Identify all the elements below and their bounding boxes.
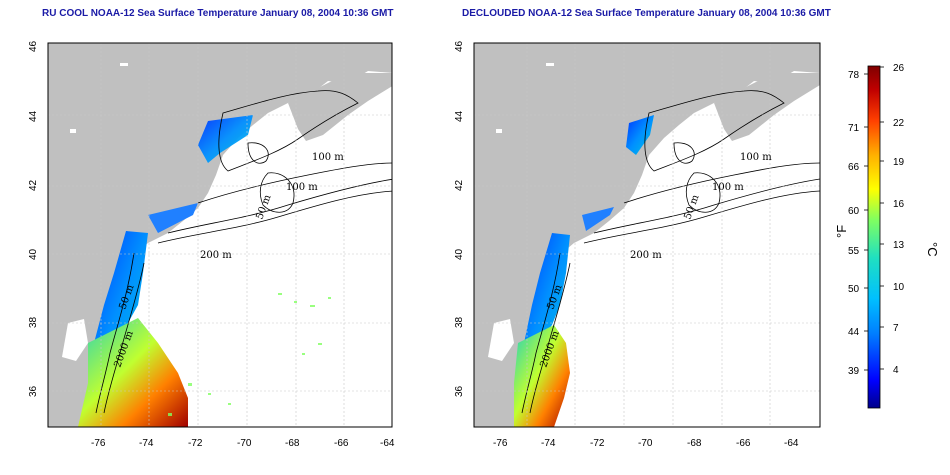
right-contour-label: 200 m xyxy=(630,250,662,261)
fahrenheit-tick-label: 55 xyxy=(848,246,860,257)
celsius-unit-label: °C xyxy=(925,242,940,257)
fahrenheit-unit-label: °F xyxy=(834,225,849,238)
fahrenheit-tick-label: 66 xyxy=(848,162,860,173)
celsius-tick-label: 22 xyxy=(893,118,905,129)
lon-tick-label: -64 xyxy=(784,438,799,449)
right-lon-axis: -76 -74 -72 -70 -68 -66 -64 xyxy=(493,438,799,449)
lon-tick-label: -68 xyxy=(285,438,300,449)
right-bathymetry xyxy=(521,90,820,414)
left-map-frame xyxy=(47,42,393,428)
left-lon-axis: -76 -74 -72 -70 -68 -66 -64 xyxy=(91,438,395,449)
left-lat-axis: 46 44 42 40 38 36 xyxy=(28,40,39,397)
lon-tick-label: -66 xyxy=(736,438,751,449)
celsius-tick-label: 13 xyxy=(893,240,905,251)
celsius-tick-label: 26 xyxy=(893,63,905,74)
lat-tick-label: 36 xyxy=(28,385,39,397)
lat-tick-label: 44 xyxy=(454,110,465,122)
right-contour-label: 100 m xyxy=(740,152,772,163)
fahrenheit-tick-label: 71 xyxy=(848,123,860,134)
fahrenheit-tick-label: 60 xyxy=(848,206,860,217)
left-bathymetry xyxy=(95,90,392,414)
lat-tick-label: 40 xyxy=(454,248,465,260)
lat-tick-label: 42 xyxy=(28,179,39,191)
celsius-tick-label: 19 xyxy=(893,157,905,168)
celsius-tick-label: 16 xyxy=(893,199,905,210)
celsius-tick-label: 10 xyxy=(893,282,905,293)
lon-tick-label: -64 xyxy=(380,438,395,449)
lat-tick-label: 36 xyxy=(454,385,465,397)
colorbar-fahrenheit-scale: 78 71 66 60 55 50 44 39 xyxy=(848,70,860,377)
lon-tick-label: -76 xyxy=(493,438,508,449)
lat-tick-label: 42 xyxy=(454,179,465,191)
left-long-island-sst xyxy=(148,203,198,233)
right-long-island-sst xyxy=(582,207,614,231)
colorbar: 78 71 66 60 55 50 44 39 26 22 19 16 13 1… xyxy=(834,63,940,409)
left-gulf-of-maine-sst xyxy=(198,115,253,163)
lat-tick-label: 46 xyxy=(454,40,465,52)
lon-tick-label: -74 xyxy=(541,438,556,449)
right-map: 100 m 100 m 50 m 200 m 50 m 2000 m -76 -… xyxy=(454,40,821,449)
lon-tick-label: -66 xyxy=(334,438,349,449)
colorbar-gradient xyxy=(867,65,881,409)
left-map-title: RU COOL NOAA-12 Sea Surface Temperature … xyxy=(42,8,394,19)
lat-tick-label: 38 xyxy=(454,316,465,328)
lat-tick-label: 44 xyxy=(28,110,39,122)
fahrenheit-tick-label: 44 xyxy=(848,327,860,338)
colorbar-celsius-scale: 26 22 19 16 13 10 7 4 xyxy=(893,63,905,376)
right-map-frame xyxy=(473,42,821,428)
fahrenheit-tick-label: 50 xyxy=(848,284,860,295)
celsius-tick-label: 4 xyxy=(893,365,899,376)
left-scattered-sst xyxy=(168,293,331,416)
lat-tick-label: 40 xyxy=(28,248,39,260)
fahrenheit-tick-label: 78 xyxy=(848,70,860,81)
lon-tick-label: -74 xyxy=(139,438,154,449)
left-contour-label: 100 m xyxy=(312,152,344,163)
lon-tick-label: -76 xyxy=(91,438,106,449)
right-lat-axis: 46 44 42 40 38 36 xyxy=(454,40,465,397)
right-contour-label: 100 m xyxy=(712,182,744,193)
lon-tick-label: -70 xyxy=(237,438,252,449)
lat-tick-label: 38 xyxy=(28,316,39,328)
lon-tick-label: -68 xyxy=(687,438,702,449)
left-map: 100 m 100 m 50 m 200 m 50 m 2000 m -76 -… xyxy=(28,40,395,449)
left-contour-label: 100 m xyxy=(286,182,318,193)
right-gulf-stream-sst xyxy=(514,325,570,427)
fahrenheit-tick-label: 39 xyxy=(848,366,860,377)
lon-tick-label: -72 xyxy=(188,438,203,449)
lat-tick-label: 46 xyxy=(28,40,39,52)
celsius-tick-label: 7 xyxy=(893,323,899,334)
right-gulf-of-maine-sst xyxy=(626,115,654,155)
left-gulf-stream-sst xyxy=(78,318,188,427)
right-map-title: DECLOUDED NOAA-12 Sea Surface Temperatur… xyxy=(462,8,831,19)
lon-tick-label: -70 xyxy=(638,438,653,449)
lon-tick-label: -72 xyxy=(590,438,605,449)
left-contour-label: 200 m xyxy=(200,250,232,261)
